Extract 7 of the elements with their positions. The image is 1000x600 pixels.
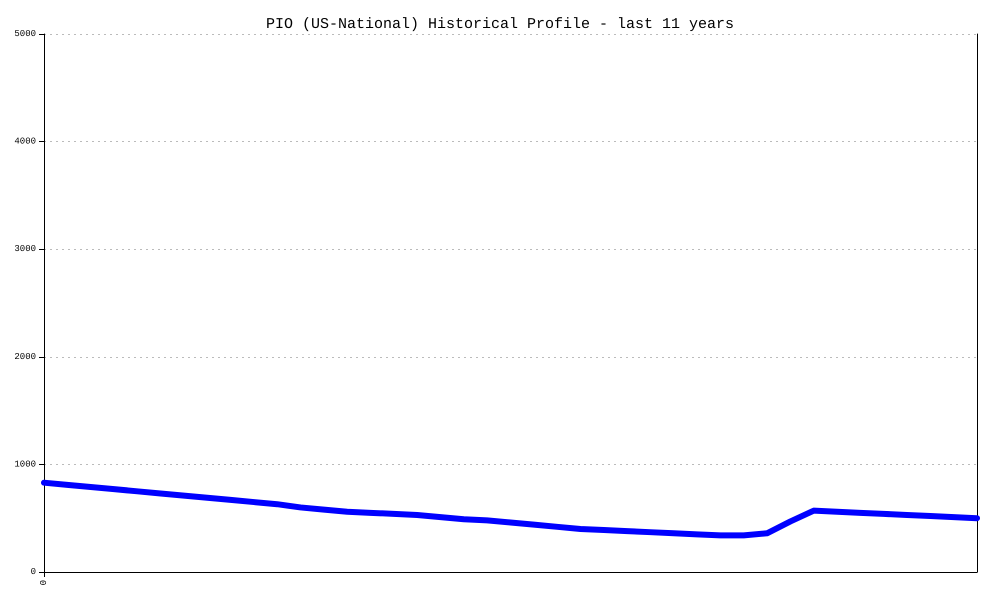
chart-title: PIO (US-National) Historical Profile - last 11 years bbox=[266, 16, 734, 33]
y-tick-label: 4000 bbox=[14, 136, 36, 147]
y-tick-label: 2000 bbox=[14, 352, 36, 362]
y-tick-label: 1000 bbox=[14, 459, 36, 470]
category-label: 0 bbox=[39, 580, 49, 586]
y-tick-label: 3000 bbox=[14, 244, 36, 254]
y-tick-label: 5000 bbox=[14, 29, 36, 39]
